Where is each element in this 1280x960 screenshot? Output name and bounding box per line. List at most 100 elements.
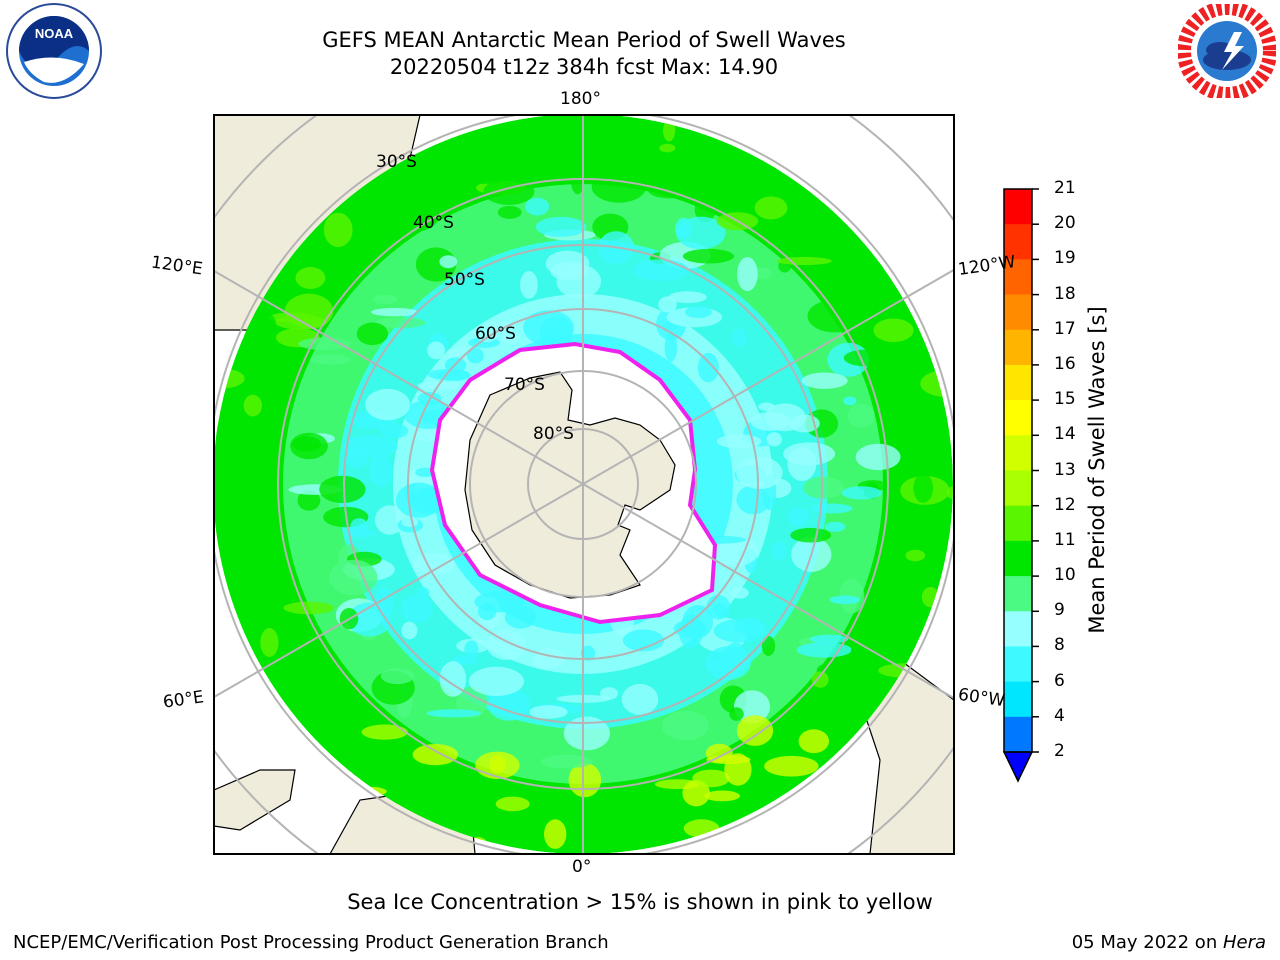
field-patch bbox=[520, 271, 538, 299]
field-patch bbox=[295, 267, 326, 289]
field-patch bbox=[706, 659, 729, 673]
graticule bbox=[214, 115, 954, 854]
field-patch bbox=[869, 583, 911, 618]
field-patch bbox=[736, 715, 774, 746]
date-text: 05 May 2022 on Hera bbox=[1072, 932, 1266, 953]
field-patch bbox=[801, 372, 848, 389]
field-patch bbox=[843, 396, 857, 406]
lat-label-60s: 60°S bbox=[475, 324, 516, 344]
field-patch bbox=[379, 423, 409, 439]
field-patch bbox=[659, 143, 676, 153]
field-patch bbox=[540, 754, 593, 769]
field-patch bbox=[413, 552, 455, 575]
colorbar-label: Mean Period of Swell Waves [s] bbox=[1085, 306, 1109, 634]
field-patch bbox=[418, 208, 442, 218]
field-patch bbox=[622, 629, 665, 652]
meridian-label-180: 180° bbox=[560, 89, 601, 109]
colorbar-tick-label: 8 bbox=[1054, 635, 1065, 656]
colorbar-tick-label: 19 bbox=[1054, 248, 1076, 269]
field-patch bbox=[761, 635, 776, 656]
field-patch bbox=[427, 368, 471, 381]
meridian-line-3 bbox=[214, 483, 584, 699]
colorbar-segment bbox=[1004, 364, 1032, 401]
field-patch bbox=[692, 769, 730, 788]
lat-label-80s: 80°S bbox=[533, 424, 574, 444]
colorbar-segment bbox=[1004, 294, 1032, 331]
field-patch bbox=[497, 205, 522, 219]
colorbar-tick-label: 2 bbox=[1054, 741, 1065, 761]
field-patch bbox=[633, 259, 689, 282]
field-patch bbox=[905, 549, 926, 562]
field-patch bbox=[766, 432, 782, 447]
credit-text: NCEP/EMC/Verification Post Processing Pr… bbox=[13, 932, 609, 953]
field-patch bbox=[671, 135, 685, 149]
field-patch bbox=[319, 475, 366, 504]
field-patch bbox=[847, 403, 875, 428]
field-patch bbox=[675, 217, 692, 240]
field-patch bbox=[248, 446, 274, 459]
colorbar-tick-label: 4 bbox=[1054, 705, 1065, 726]
lat-label-40s: 40°S bbox=[413, 213, 454, 233]
field-patch bbox=[913, 473, 933, 503]
field-patch bbox=[737, 257, 758, 292]
chart-subtitle: 20220504 t12z 384h fcst Max: 14.90 bbox=[389, 55, 779, 79]
date-prefix: 05 May 2022 on bbox=[1071, 932, 1223, 953]
sea-ice-note: Sea Ice Concentration > 15% is shown in … bbox=[347, 890, 933, 914]
field-patch bbox=[365, 388, 411, 421]
field-patch bbox=[790, 527, 832, 543]
field-patch bbox=[369, 453, 393, 487]
meridian-label-0: 0° bbox=[572, 857, 592, 877]
field-patch bbox=[350, 518, 368, 534]
colorbar-tick-label: 6 bbox=[1054, 670, 1065, 691]
swell-period-field bbox=[213, 114, 953, 854]
field-patch bbox=[841, 486, 882, 500]
field-patch bbox=[911, 524, 953, 539]
field-patch bbox=[452, 655, 478, 666]
field-patch bbox=[682, 248, 735, 264]
field-patch bbox=[730, 587, 749, 599]
colorbar-segment bbox=[1004, 646, 1032, 683]
field-patch bbox=[621, 684, 659, 715]
noaa-logo-icon: NOAA bbox=[6, 3, 102, 99]
field-patch bbox=[704, 790, 740, 802]
field-patch bbox=[518, 135, 555, 151]
colorbar-segment bbox=[1004, 505, 1032, 542]
field-patch bbox=[809, 634, 849, 644]
map-frame-border bbox=[213, 114, 955, 855]
colorbar-tick-label: 17 bbox=[1054, 318, 1076, 339]
field-patch bbox=[466, 347, 484, 364]
field-patch bbox=[716, 434, 762, 449]
field-patch bbox=[684, 306, 712, 319]
colorbar-segment bbox=[1004, 470, 1032, 507]
field-patch bbox=[283, 601, 334, 615]
field-patch bbox=[439, 255, 458, 269]
field-patch bbox=[758, 402, 775, 411]
chart-title: GEFS MEAN Antarctic Mean Period of Swell… bbox=[322, 28, 846, 52]
field-patch bbox=[787, 446, 817, 481]
lat-label-50s: 50°S bbox=[444, 270, 485, 290]
field-patch bbox=[771, 541, 787, 560]
colorbar-segment bbox=[1004, 611, 1032, 647]
colorbar-tick-label: 14 bbox=[1054, 424, 1076, 445]
field-patch bbox=[244, 575, 261, 608]
field-patch bbox=[580, 645, 596, 661]
field-patch bbox=[504, 605, 537, 629]
field-patch bbox=[875, 376, 902, 394]
field-patch bbox=[736, 456, 783, 490]
field-patch bbox=[468, 666, 525, 697]
date-host: Hera bbox=[1222, 932, 1266, 953]
field-patch bbox=[811, 671, 829, 688]
field-patch bbox=[829, 595, 861, 605]
colorbar-segment bbox=[1004, 224, 1032, 260]
field-patch bbox=[723, 642, 748, 676]
field-patch bbox=[427, 341, 445, 360]
field-patch bbox=[380, 668, 415, 685]
field-patch bbox=[729, 707, 744, 721]
field-patch bbox=[400, 594, 433, 624]
field-patch bbox=[679, 162, 714, 198]
field-patch bbox=[464, 640, 479, 659]
field-patch bbox=[855, 443, 901, 471]
field-patch bbox=[563, 716, 611, 751]
field-patch bbox=[489, 755, 506, 774]
field-patch bbox=[841, 299, 865, 322]
